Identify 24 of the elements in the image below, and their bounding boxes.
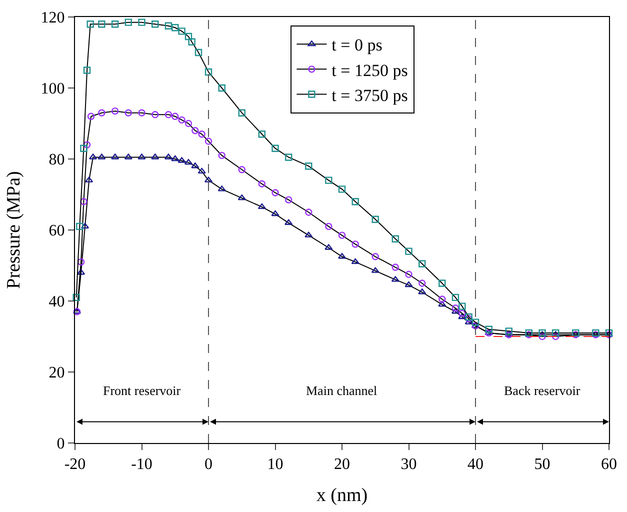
legend-label: t = 3750 ps [332, 86, 408, 105]
x-tick-label: 50 [534, 456, 550, 474]
annotation: Back reservoir [504, 383, 581, 398]
x-tick-label: 40 [468, 456, 484, 474]
y-axis-title: Pressure (MPa) [4, 171, 25, 289]
y-tick-label: 120 [40, 10, 65, 27]
x-tick-label: -10 [131, 456, 152, 474]
y-tick-label: 0 [56, 436, 65, 453]
x-tick-label: 10 [267, 456, 284, 474]
y-tick-label: 20 [48, 364, 65, 382]
x-tick-label: -20 [64, 456, 86, 474]
y-tick-label: 100 [40, 80, 65, 98]
y-tick-label: 40 [48, 294, 65, 311]
x-tick-label: 0 [204, 456, 212, 474]
x-tick-label: 60 [601, 456, 617, 474]
y-tick-label: 60 [48, 222, 65, 240]
annotation: Main channel [306, 383, 378, 398]
x-axis-title: x (nm) [316, 485, 368, 506]
annotation: Front reservoir [103, 383, 182, 398]
x-tick-label: 20 [334, 456, 350, 474]
legend-label: t = 0 ps [332, 36, 382, 55]
x-tick-label: 30 [400, 456, 417, 474]
legend-label: t = 1250 ps [332, 60, 408, 80]
y-tick-label: 80 [48, 152, 65, 169]
